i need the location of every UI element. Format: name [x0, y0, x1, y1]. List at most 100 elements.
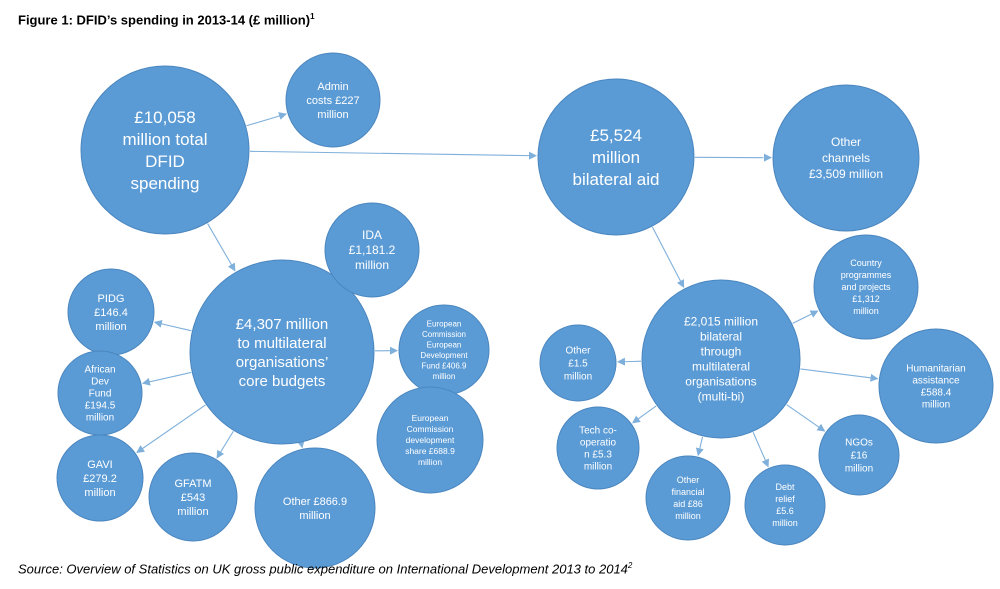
bubble-label-line: bilateral aid [573, 170, 660, 189]
bubble-label-line: £543 [181, 492, 205, 504]
bubble-label-line: £146.4 [94, 307, 128, 319]
bubble-label-line: million [592, 148, 640, 167]
arrow-multilateral-to-gavi [136, 404, 206, 453]
bubble-edf [398, 304, 490, 396]
source-footnote-marker: 2 [627, 561, 633, 570]
arrow-multilateral-to-gfatm [216, 430, 234, 459]
bubble-label-line: Commission [422, 330, 466, 339]
bubble-label-line: Tech co- [579, 426, 617, 437]
bubble-label-line: relief [775, 494, 795, 504]
arrow-total-to-admin [246, 112, 287, 127]
arrows-layer [136, 112, 879, 468]
bubble-label-line: million [845, 464, 873, 475]
arrow-multilateral-to-pidg [153, 319, 192, 332]
bubble-label-line: Other [677, 475, 700, 485]
node-other-channels: Other channels £3,509 million [772, 84, 920, 232]
bubble-label-line: £1,181.2 [349, 243, 396, 257]
bubble-ida [324, 202, 420, 298]
bubble-label-line: million [584, 462, 612, 473]
arrow-multibi-to-other_mb [616, 357, 642, 366]
bubble-label-line: million [86, 413, 114, 424]
bubble-label-line: £10,058 [134, 108, 195, 127]
nodes-layer: £10,058 million total DFID spending Admin cos… [56, 52, 994, 569]
title-footnote-marker: 1 [310, 12, 315, 21]
bubble-label-line: million [418, 457, 442, 467]
bubble-label-line: £5.6 [776, 506, 794, 516]
bubble-label-line: organisations [685, 375, 756, 389]
arrow-multibi-to-other_fin [695, 436, 704, 457]
bubble-multibi [641, 279, 801, 439]
bubble-label-line: £194.5 [85, 401, 116, 412]
bubble-humanitarian [878, 328, 994, 444]
arrow-multibi-to-debt [752, 432, 769, 468]
bubble-label-line: £3,509 million [809, 167, 883, 181]
bubble-label-line: n £5.3 [584, 450, 612, 461]
bubble-label-line: PIDG [98, 293, 125, 305]
bubble-label-line: share £688.9 [405, 446, 455, 456]
bubble-label-line: Other [565, 346, 591, 357]
bubble-label-line: through [701, 345, 742, 359]
bubble-label-line: Fund £406.9 [422, 362, 467, 371]
bubble-label-line: £16 [851, 451, 868, 462]
bubble-label-line: NGOs [845, 438, 873, 449]
bubble-label-line: to multilateral [237, 335, 326, 352]
bubble-other-fin [645, 455, 731, 541]
bubble-label-line: Other [831, 135, 861, 149]
source-note: Source: Overview of Statistics on UK gro… [18, 561, 632, 576]
bubble-label-line: million [433, 372, 456, 381]
arrow-multilateral-to-afdf [141, 371, 192, 386]
node-gfatm: GFATM £543 million [148, 452, 238, 542]
bubble-label-line: spending [130, 174, 199, 193]
arrow-bilateral-to-multibi [651, 226, 685, 289]
arrow-multibi-to-country [792, 310, 819, 324]
bubble-label-line: Debt [775, 482, 795, 492]
bubble-label-line: Other £866.9 [283, 496, 347, 508]
bubble-label-line: Commission [407, 424, 454, 434]
bubble-label-line: organisations’ [236, 354, 329, 371]
bubble-label-line: million [355, 258, 389, 272]
bubble-admin [285, 52, 381, 148]
bubble-label-line: financial [671, 487, 704, 497]
bubble-tech [556, 406, 640, 490]
node-pidg: PIDG £146.4 million [67, 268, 155, 356]
arrow-total-to-bilateral [249, 150, 538, 160]
bubble-label-line: million [853, 306, 879, 316]
bubble-label-line: Country [850, 258, 882, 268]
bubble-label-line: costs £227 [306, 95, 359, 107]
node-other-mb: Other £1.5 million [539, 324, 617, 402]
node-gavi: GAVI £279.2 million [56, 434, 144, 522]
bubble-gavi [56, 434, 144, 522]
bubble-label-line: GAVI [87, 459, 112, 471]
bubble-label-line: operatio [580, 438, 617, 449]
bubble-debt [744, 464, 826, 546]
bubble-label-line: £279.2 [83, 473, 117, 485]
figure-title-text: Figure 1: DFID’s spending in 2013-14 (£ … [18, 12, 311, 28]
bubble-other-channels [772, 84, 920, 232]
bubble-label-line: million total [122, 130, 207, 149]
node-ngos: NGOs £16 million [818, 414, 900, 496]
bubble-label-line: million [177, 506, 208, 518]
bubble-label-line: million [772, 518, 798, 528]
bubble-total [80, 65, 250, 235]
bubble-label-line: £588.4 [921, 388, 952, 399]
bubble-label-line: African [84, 365, 115, 376]
bubble-label-line: Admin [317, 81, 348, 93]
arrow-multibi-to-ngos [786, 404, 826, 432]
source-note-text: Source: Overview of Statistics on UK gro… [18, 561, 628, 577]
bubble-ngos [818, 414, 900, 496]
bubble-gfatm [148, 452, 238, 542]
bubble-label-line: European [427, 341, 462, 350]
bubble-label-line: £1,312 [852, 294, 880, 304]
node-country: Country programmes and projects £1,312 milli… [813, 234, 919, 340]
bubble-label-line: IDA [362, 228, 382, 242]
bubble-multilateral [189, 259, 375, 445]
bubble-label-line: DFID [145, 152, 185, 171]
bubble-label-line: million [922, 400, 950, 411]
bubble-label-line: Fund [89, 389, 112, 400]
bubble-label-line: development [406, 435, 455, 445]
node-admin: Admin costs £227 million [285, 52, 381, 148]
node-multilateral: £4,307 million to multilateral organisatio… [189, 259, 375, 445]
